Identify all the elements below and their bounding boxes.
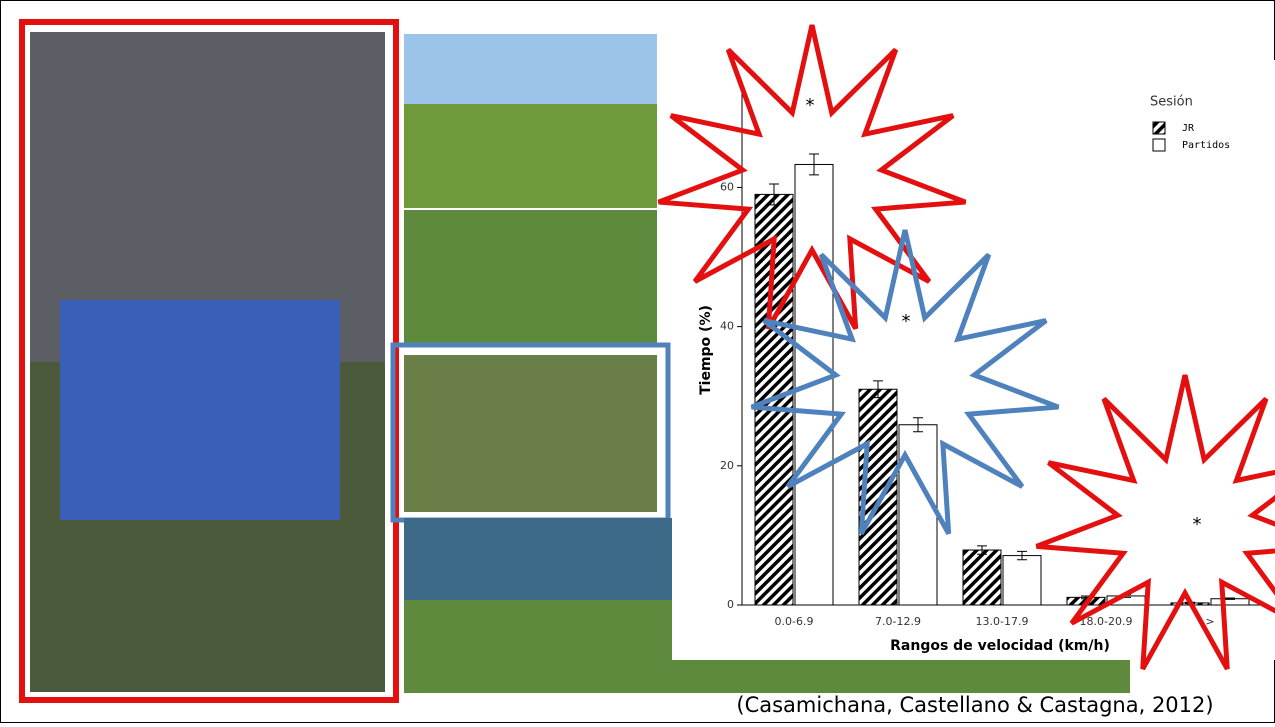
legend-label: JR [1182, 123, 1195, 134]
y-tick-label: 40 [720, 320, 734, 333]
highlight-red [19, 19, 399, 703]
legend-label: Partidos [1182, 140, 1230, 151]
citation: (Casamichana, Castellano & Castagna, 201… [736, 693, 1213, 717]
callout-star-red [657, 24, 967, 330]
bar [1002, 555, 1042, 606]
callout-star-blue [750, 229, 1060, 535]
bar [962, 549, 1002, 606]
x-axis-label: Rangos de velocidad (km/h) [890, 638, 1110, 654]
error-bar [1017, 550, 1027, 561]
y-axis-label: Tiempo (%) [698, 305, 714, 395]
error-bar [769, 183, 779, 206]
x-tick-label: 13.0-17.9 [976, 615, 1029, 628]
legend-swatch [1152, 138, 1166, 152]
error-bar [977, 545, 987, 555]
photo-training-2 [404, 210, 657, 345]
y-tick-label: 60 [720, 180, 734, 193]
x-tick-label: 18.0-20.9 [1080, 615, 1133, 628]
photo-player [60, 300, 340, 520]
annotation: * [806, 95, 815, 116]
error-bar [873, 380, 883, 399]
annotation: * [1193, 514, 1202, 535]
callout-star-red [1035, 374, 1275, 671]
error-bar [1225, 597, 1235, 600]
x-tick-label: 0.0-6.9 [775, 615, 814, 628]
y-tick-label: 20 [720, 459, 734, 472]
legend-swatch [1152, 121, 1166, 135]
x-tick-label: 7.0-12.9 [875, 615, 921, 628]
y-tick-label: 0 [727, 598, 734, 611]
x-tick-label: > [1205, 615, 1214, 628]
photo-training-3 [404, 355, 657, 512]
legend-title: Sesión [1150, 95, 1193, 110]
error-bar [913, 417, 923, 433]
photo-sky [404, 34, 657, 104]
error-bar [809, 153, 819, 176]
annotation: * [902, 311, 911, 332]
